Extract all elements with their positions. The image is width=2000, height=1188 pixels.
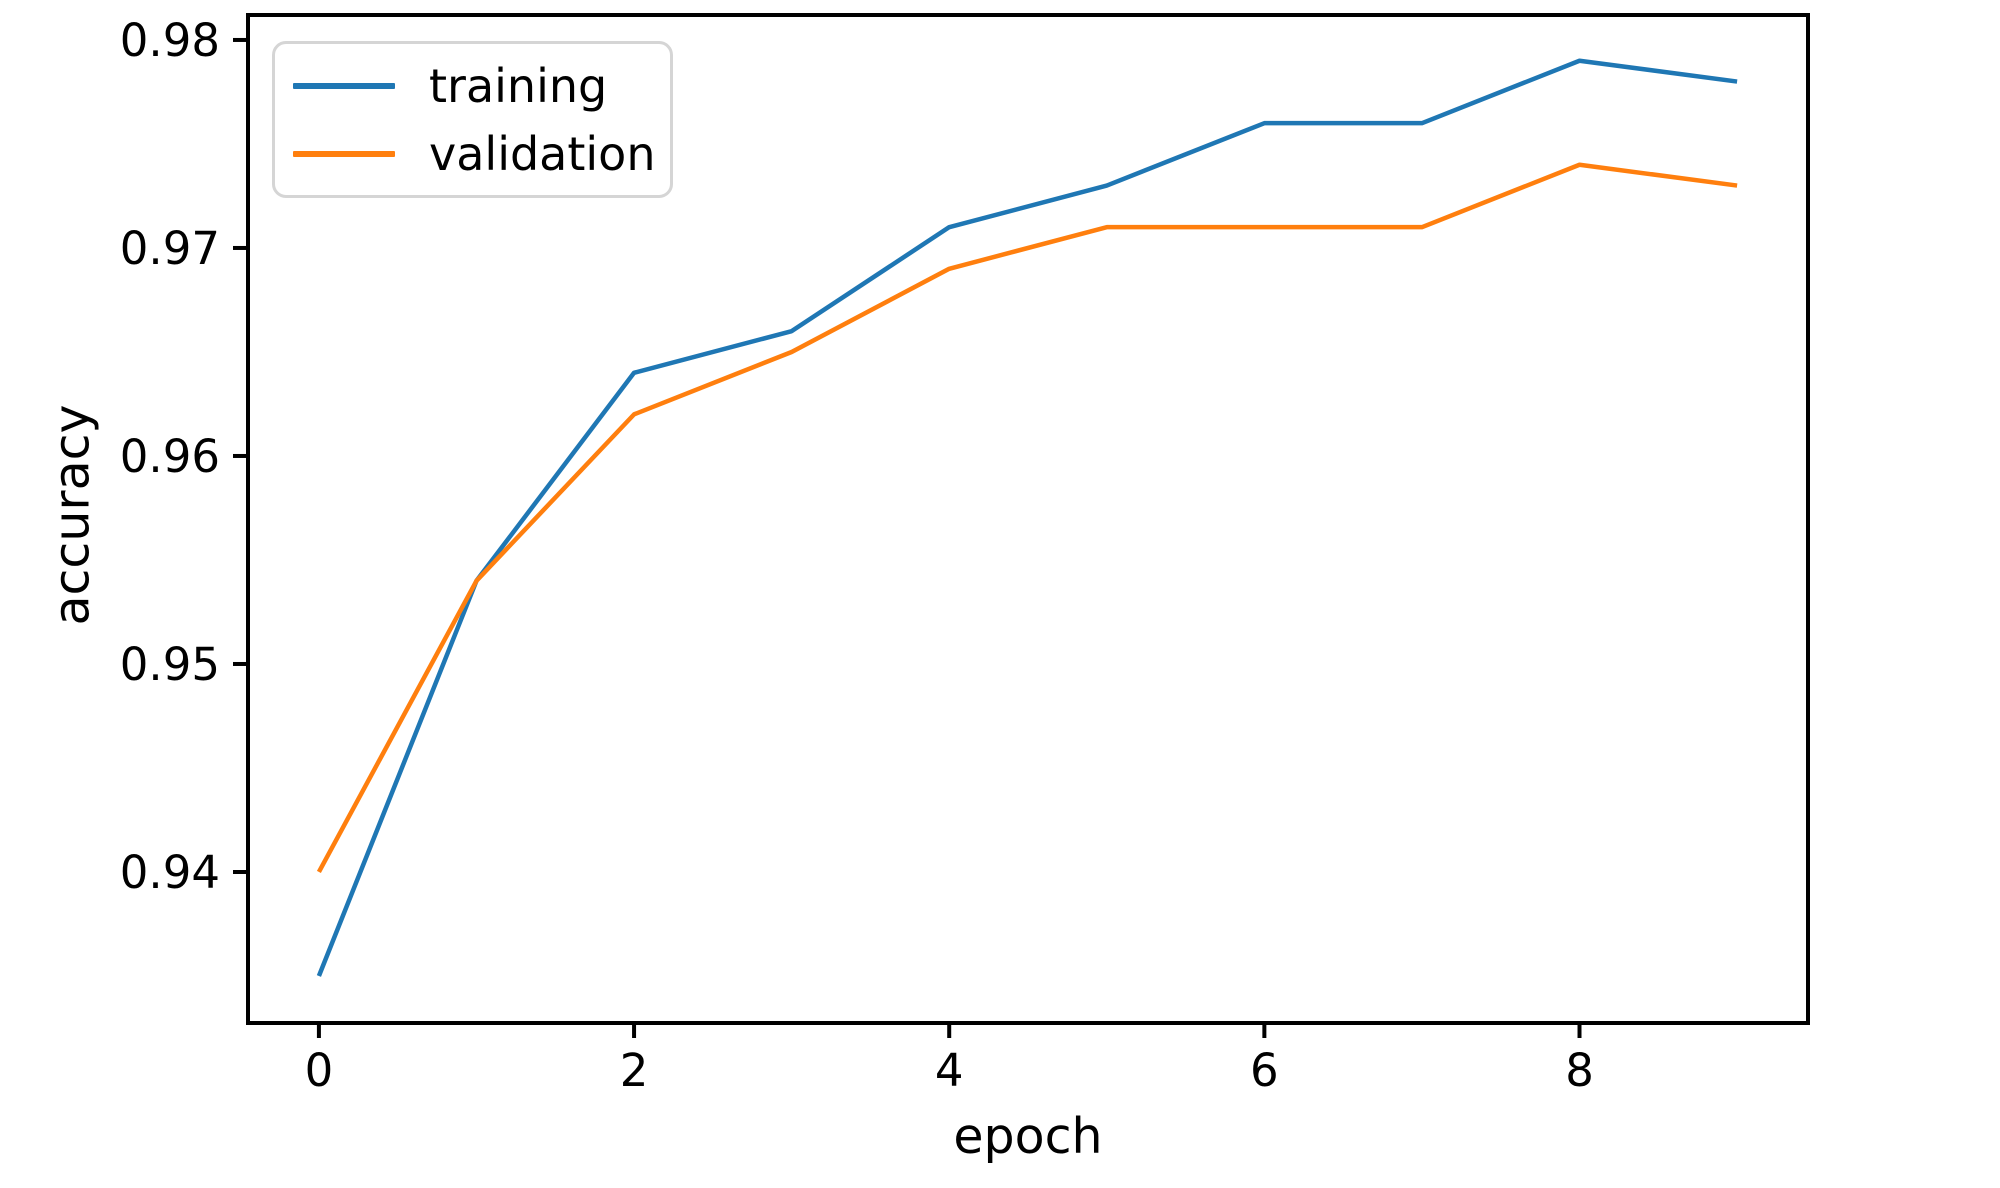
plot-border xyxy=(246,13,1810,1025)
legend-item-validation: validation xyxy=(293,131,670,177)
y-tick-label: 0.96 xyxy=(120,430,220,483)
x-axis-label: epoch xyxy=(953,1108,1103,1165)
series-line-validation xyxy=(316,162,1738,874)
x-tick-label: 8 xyxy=(1565,1044,1594,1097)
legend-item-training: training xyxy=(293,63,670,109)
legend: training validation xyxy=(272,41,673,198)
y-tick-label: 0.95 xyxy=(120,638,220,691)
x-tick-label: 2 xyxy=(620,1044,649,1097)
series-line-training xyxy=(316,58,1738,977)
legend-line-validation xyxy=(293,150,395,157)
y-tick-label: 0.94 xyxy=(120,846,220,899)
x-tick-label: 0 xyxy=(305,1044,334,1097)
x-tick-label: 6 xyxy=(1250,1044,1279,1097)
y-tick-label: 0.97 xyxy=(120,222,220,275)
legend-label-validation: validation xyxy=(429,126,656,181)
legend-line-training xyxy=(293,82,395,89)
y-tick-label: 0.98 xyxy=(120,14,220,67)
y-axis-label: accuracy xyxy=(43,404,101,626)
x-tick-label: 4 xyxy=(935,1044,964,1097)
legend-label-training: training xyxy=(429,58,608,113)
